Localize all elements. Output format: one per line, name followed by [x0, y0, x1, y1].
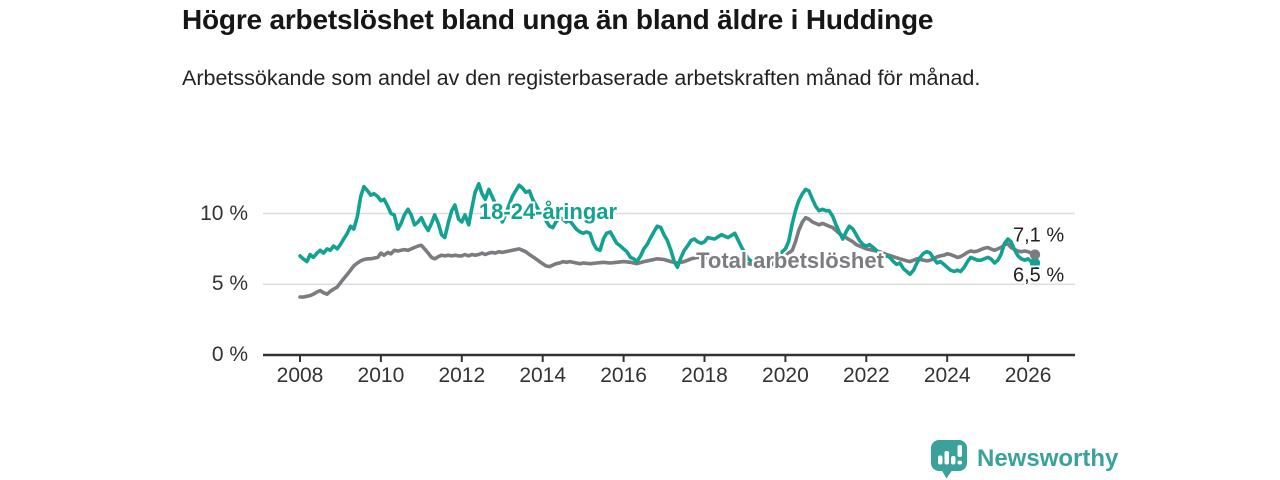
x-tick-label: 2026	[1004, 364, 1052, 387]
y-tick-label: 0 %	[211, 343, 248, 366]
x-tick-label: 2024	[923, 364, 971, 387]
y-tick-label: 10 %	[200, 201, 248, 225]
series-line	[298, 215, 1037, 299]
series-end-dot	[1029, 249, 1041, 260]
page-title: Högre arbetslöshet bland unga än bland ä…	[182, 4, 934, 35]
series-label-youth: 18-24-åringar	[478, 199, 618, 224]
x-tick-label: 2012	[438, 364, 486, 387]
x-tick-label: 2014	[519, 364, 567, 387]
x-tick-label: 2010	[357, 364, 405, 387]
x-tick-label: 2016	[600, 364, 647, 387]
series-end-dot	[1029, 257, 1041, 269]
series-label-total: Total arbetslöshet	[696, 248, 884, 273]
chart-subtitle: Arbetssökande som andel av den registerb…	[182, 66, 981, 90]
y-tick-label: 5 %	[211, 272, 248, 296]
newsworthy-logo: Newsworthy	[930, 440, 1119, 479]
x-tick-label: 2008	[276, 364, 324, 387]
series-line	[298, 182, 1037, 277]
x-tick-label: 2022	[842, 364, 890, 387]
end-value-label-youth: 6,5 %	[1013, 264, 1065, 287]
x-tick-label: 2018	[681, 364, 728, 387]
end-value-label-total: 7,1 %	[1013, 224, 1065, 247]
newsworthy-logo-icon	[931, 440, 967, 479]
x-tick-label: 2020	[762, 364, 809, 387]
newsworthy-wordmark: Newsworthy	[977, 445, 1119, 472]
